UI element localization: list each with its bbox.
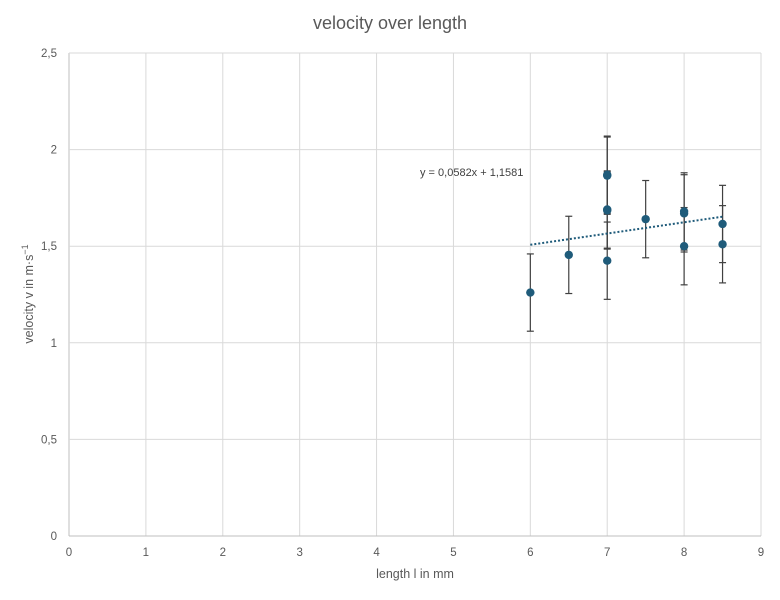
data-point xyxy=(718,219,727,229)
data-point xyxy=(564,250,573,260)
chart-title: velocity over length xyxy=(313,13,467,33)
x-tick-label: 7 xyxy=(604,547,610,559)
x-tick-label: 0 xyxy=(66,547,72,559)
x-tick-label: 8 xyxy=(681,547,687,559)
x-tick-label: 6 xyxy=(527,547,533,559)
y-tick-label: 1,5 xyxy=(41,241,57,253)
data-point xyxy=(603,256,612,265)
y-tick-label: 1 xyxy=(51,338,57,350)
y-tick-label: 2 xyxy=(51,145,57,157)
x-tick-label: 5 xyxy=(450,547,456,559)
data-point xyxy=(641,214,650,224)
x-tick-label: 4 xyxy=(373,547,380,559)
y-tick-label: 0 xyxy=(51,531,57,543)
x-tick-label: 1 xyxy=(143,547,149,559)
data-point xyxy=(718,240,727,249)
x-tick-labels: 0 1 2 3 4 5 6 7 8 9 xyxy=(66,547,764,559)
data-point xyxy=(679,209,689,218)
x-tick-label: 2 xyxy=(220,547,226,559)
y-axis-label-superscript: −1 xyxy=(20,244,30,254)
x-tick-label: 3 xyxy=(296,547,302,559)
x-gridlines xyxy=(68,53,762,536)
data-point xyxy=(603,206,612,215)
data-point xyxy=(603,171,612,180)
y-tick-labels: 0 0,5 1 1,5 2 2,5 xyxy=(41,48,57,543)
x-tick-label: 9 xyxy=(758,547,764,559)
y-axis-label: velocity v in m·s−1 xyxy=(20,244,36,343)
y-tick-label: 0,5 xyxy=(41,434,57,446)
trendline xyxy=(530,215,723,246)
data-point xyxy=(526,288,535,297)
trendline-group xyxy=(530,215,723,246)
trendline-equation: y = 0,0582x + 1,1581 xyxy=(420,167,523,179)
data-point xyxy=(679,242,689,251)
x-axis-label: length l in mm xyxy=(376,567,454,581)
y-axis-label-main: velocity v in m·s xyxy=(22,255,36,344)
y-gridlines xyxy=(69,52,761,537)
error-bars xyxy=(526,135,727,332)
y-tick-label: 2,5 xyxy=(41,48,57,60)
data-points xyxy=(526,170,727,297)
